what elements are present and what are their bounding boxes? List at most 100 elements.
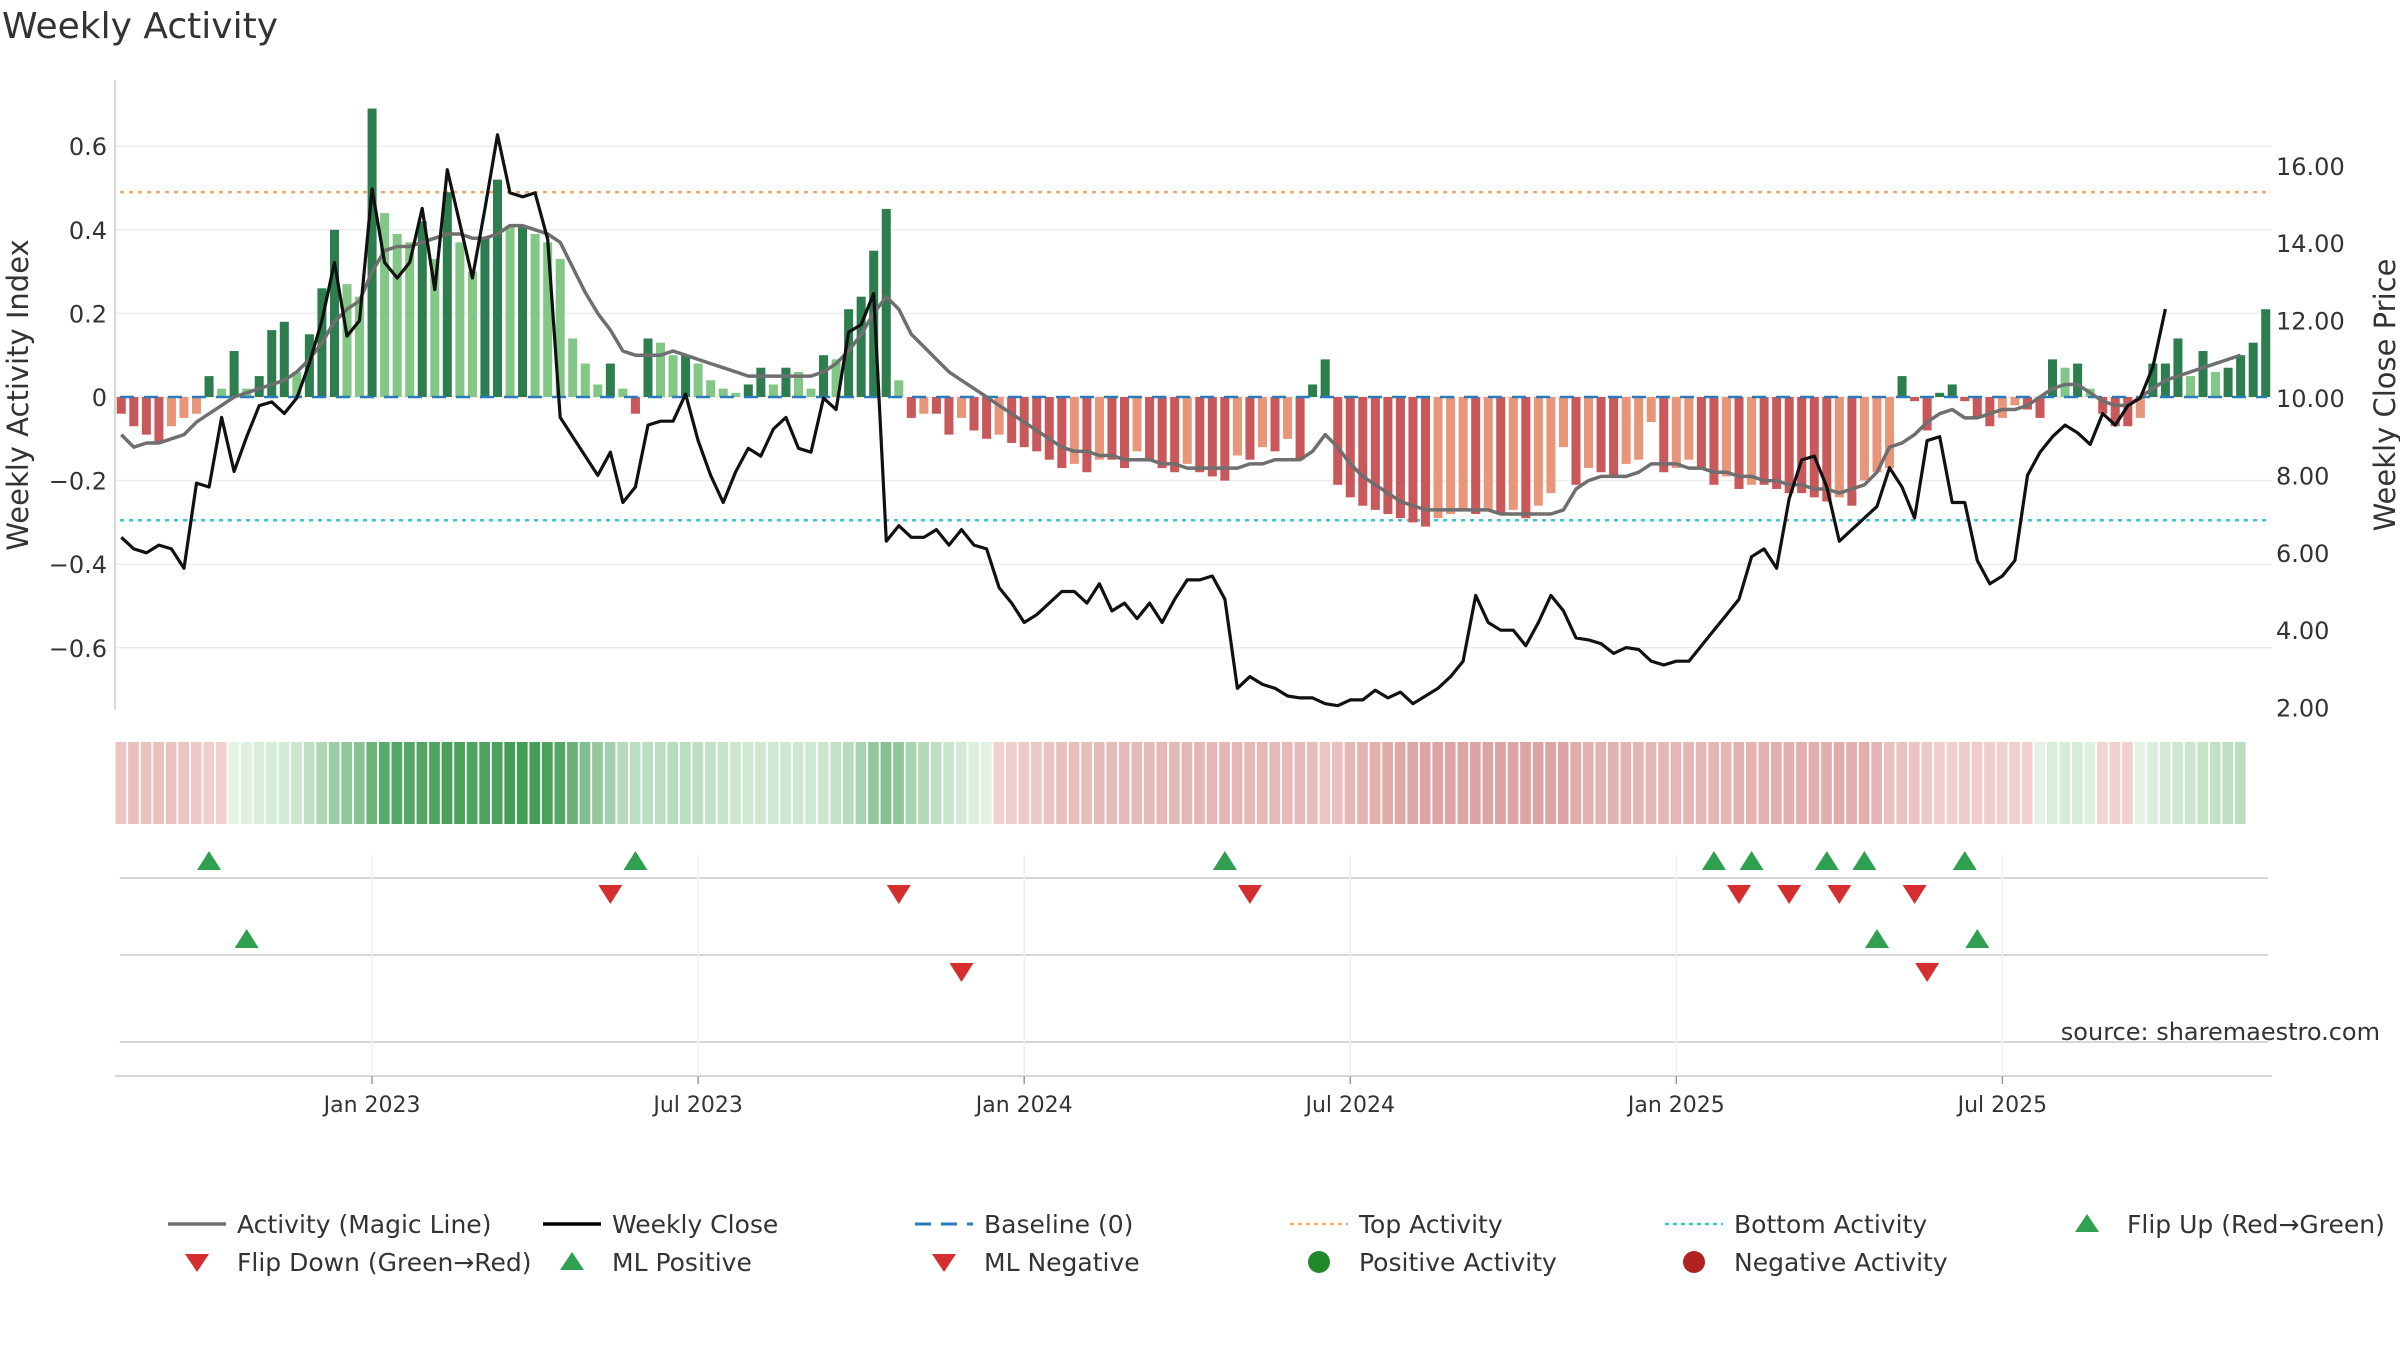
heat-strip-cell xyxy=(2197,742,2209,824)
heat-strip-cell xyxy=(817,742,829,824)
heat-strip-cell xyxy=(2097,742,2108,824)
heat-strip-cell xyxy=(516,742,528,824)
flip-up-marker xyxy=(623,851,648,870)
heat-strip-cell xyxy=(378,742,390,824)
activity-bar xyxy=(1471,397,1481,515)
activity-bar xyxy=(2098,397,2108,414)
activity-bar xyxy=(1232,397,1242,456)
flip-down-marker xyxy=(1237,885,1262,904)
heat-strip-cell xyxy=(2159,742,2171,824)
activity-bar xyxy=(1508,397,1518,510)
activity-bar xyxy=(731,392,741,397)
activity-bar xyxy=(681,355,691,397)
legend-label: Weekly Close xyxy=(612,1210,778,1239)
heat-strip-cell xyxy=(2122,742,2133,824)
heat-strip-cell xyxy=(2046,742,2058,824)
activity-bar xyxy=(1596,397,1606,473)
activity-bar xyxy=(1696,397,1706,469)
activity-bar xyxy=(2185,376,2195,397)
activity-bar xyxy=(1433,397,1443,519)
activity-bar xyxy=(530,233,540,397)
magic-line xyxy=(120,223,2242,516)
heat-strip-cell xyxy=(1332,742,1343,824)
legend-item: Top Activity xyxy=(1290,1210,1503,1239)
activity-bar xyxy=(906,397,916,418)
x-tick-label: Jan 2025 xyxy=(1626,1093,1725,1118)
activity-bar xyxy=(2123,397,2133,427)
heat-strip-cell xyxy=(353,742,365,824)
heat-strip-cell xyxy=(855,742,867,824)
heat-strip-cell xyxy=(1369,742,1381,824)
heat-strip-cell xyxy=(1319,742,1331,824)
activity-bar xyxy=(2223,367,2233,397)
heat-strip-cell xyxy=(1595,742,1607,824)
activity-bar xyxy=(1922,397,1932,431)
activity-bar xyxy=(1408,397,1418,523)
activity-bar xyxy=(894,380,904,397)
activity-bar xyxy=(2211,371,2221,397)
heat-strip-cell xyxy=(128,742,139,824)
ml-positive-marker xyxy=(1965,929,1990,948)
heat-strip-cell xyxy=(1996,742,2008,824)
activity-bar xyxy=(1734,397,1744,489)
activity-bar xyxy=(2236,355,2246,397)
heat-strip-cell xyxy=(780,742,791,824)
legend-label: Baseline (0) xyxy=(984,1210,1133,1239)
left-tick-label: 0.6 xyxy=(69,133,107,161)
heat-strip-cell xyxy=(617,742,628,824)
heat-strip-cell xyxy=(830,742,842,824)
heat-strip-cell xyxy=(1921,742,1933,824)
activity-bar xyxy=(179,397,189,418)
activity-bar xyxy=(1571,397,1581,485)
x-axis: Jan 2023 Jul 2023 Jan 2024 Jul 2024 Jan 2025… xyxy=(115,855,2272,1118)
left-tick-label: −0.2 xyxy=(49,468,107,496)
activity-bar xyxy=(1082,397,1092,473)
right-tick-label: 14.00 xyxy=(2276,230,2345,258)
heat-strip-cell xyxy=(291,742,302,824)
heat-strip-cell xyxy=(1670,742,1682,824)
heat-strip-cell xyxy=(541,742,553,824)
heat-strip-cell xyxy=(1733,742,1745,824)
activity-bar xyxy=(480,238,490,397)
activity-bar xyxy=(793,371,803,397)
activity-bar xyxy=(1207,397,1217,477)
activity-bar xyxy=(1308,384,1318,397)
activity-bar xyxy=(643,338,653,397)
heat-strip-cell xyxy=(1131,742,1143,824)
heat-strip-cell xyxy=(1520,742,1531,824)
heat-strip-cell xyxy=(1031,742,1042,824)
activity-bar xyxy=(129,397,139,427)
heat-strip-cell xyxy=(880,742,892,824)
activity-bar xyxy=(329,229,339,397)
heat-strip-cell xyxy=(203,742,215,824)
activity-bar xyxy=(1032,397,1042,452)
heat-strip-cell xyxy=(1708,742,1720,824)
x-tick-label: Jul 2025 xyxy=(1956,1093,2048,1118)
activity-bar xyxy=(2173,338,2183,397)
activity-bar xyxy=(1069,397,1079,464)
heat-strip-cell xyxy=(1156,742,1168,824)
activity-bar xyxy=(1483,397,1493,510)
activity-bar xyxy=(1120,397,1130,469)
heat-strip-cell xyxy=(2172,742,2184,824)
heat-strip-cell xyxy=(742,742,754,824)
activity-bar xyxy=(1182,397,1192,464)
activity-bar xyxy=(819,355,829,397)
heat-strip-cell xyxy=(805,742,817,824)
activity-bar xyxy=(1533,397,1543,506)
heat-strip-cell xyxy=(1871,742,1883,824)
activity-bar xyxy=(1884,397,1895,469)
activity-bar xyxy=(1997,397,2007,418)
activity-bar xyxy=(1985,397,1995,427)
activity-bar xyxy=(2110,397,2120,427)
flip-up-marker xyxy=(197,851,222,870)
heat-strip-cell xyxy=(2084,742,2096,824)
heat-strip-cell xyxy=(943,742,955,824)
heat-strip-cell xyxy=(1846,742,1857,824)
left-tick-label: −0.4 xyxy=(49,551,107,579)
activity-bar xyxy=(1721,397,1731,477)
heat-strip-cell xyxy=(1068,742,1080,824)
legend-icon xyxy=(932,1254,956,1272)
heat-strip-cell xyxy=(303,742,315,824)
